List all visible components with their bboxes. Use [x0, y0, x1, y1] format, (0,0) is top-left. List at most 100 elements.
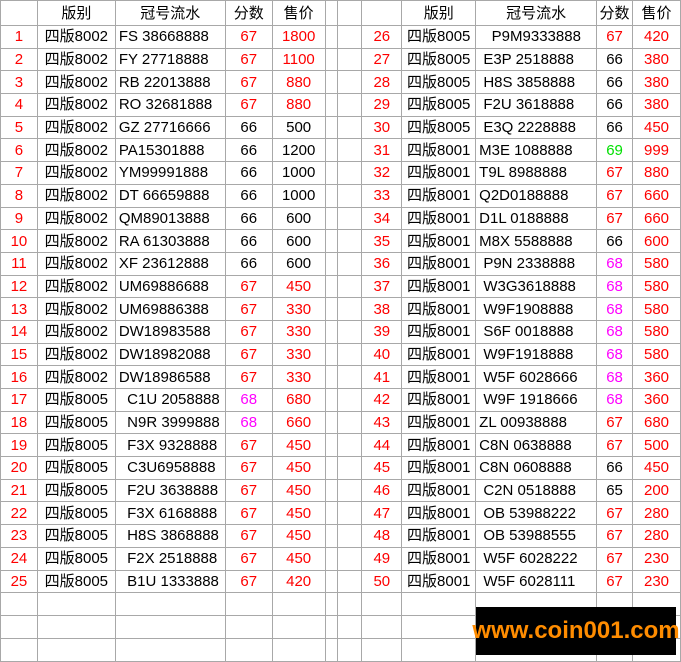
cell-edition[interactable]: 四版8001	[401, 524, 477, 548]
row-number[interactable]: 5	[0, 115, 38, 140]
cell-serial[interactable]: H8S 3858888	[475, 70, 598, 95]
cell-score[interactable]: 67	[596, 161, 634, 185]
spacer-cell[interactable]	[324, 0, 338, 26]
cell-edition[interactable]: 四版8002	[36, 161, 116, 185]
cell-score[interactable]: 68	[596, 251, 634, 276]
spacer-cell[interactable]	[324, 229, 338, 253]
empty-cell[interactable]	[401, 615, 477, 640]
cell-edition[interactable]: 四版8005	[401, 115, 477, 140]
cell-edition[interactable]: 四版8002	[36, 47, 116, 72]
empty-cell[interactable]	[361, 592, 403, 617]
spacer-cell[interactable]	[336, 388, 363, 412]
row-number[interactable]: 40	[361, 342, 403, 367]
cell-serial[interactable]: RO 32681888	[114, 93, 226, 117]
cell-edition[interactable]: 四版8005	[36, 456, 116, 480]
cell-price[interactable]: 1200	[271, 138, 326, 163]
cell-score[interactable]: 67	[596, 546, 634, 571]
cell-serial[interactable]: P9M9333888	[475, 25, 598, 49]
cell-score[interactable]: 67	[596, 501, 634, 526]
spacer-cell[interactable]	[324, 546, 338, 571]
cell-score[interactable]: 67	[596, 410, 634, 435]
cell-serial[interactable]: C1U 2058888	[114, 388, 226, 412]
row-number[interactable]: 49	[361, 546, 403, 571]
cell-price[interactable]: 660	[271, 410, 326, 435]
cell-edition[interactable]: 四版8002	[36, 319, 116, 344]
empty-cell[interactable]	[224, 638, 273, 662]
row-number[interactable]: 8	[0, 183, 38, 208]
spacer-cell[interactable]	[324, 93, 338, 117]
cell-score[interactable]: 66	[596, 70, 634, 95]
cell-score[interactable]: 68	[596, 342, 634, 367]
cell-edition[interactable]: 四版8005	[36, 410, 116, 435]
spacer-cell[interactable]	[336, 410, 363, 435]
cell-serial[interactable]: M8X 5588888	[475, 229, 598, 253]
spacer-cell[interactable]	[336, 546, 363, 571]
cell-serial[interactable]: W9F1908888	[475, 297, 598, 321]
cell-price[interactable]: 500	[632, 433, 681, 458]
cell-serial[interactable]: OB 53988222	[475, 501, 598, 526]
row-number[interactable]: 43	[361, 410, 403, 435]
cell-score[interactable]: 68	[596, 297, 634, 321]
empty-cell[interactable]	[114, 615, 226, 640]
cell-serial[interactable]: XF 23612888	[114, 251, 226, 276]
cell-price[interactable]: 880	[271, 93, 326, 117]
empty-cell[interactable]	[336, 592, 363, 617]
cell-serial[interactable]: C3U6958888	[114, 456, 226, 480]
cell-edition[interactable]: 四版8002	[36, 93, 116, 117]
empty-cell[interactable]	[401, 638, 477, 662]
empty-cell[interactable]	[0, 638, 38, 662]
cell-score[interactable]: 66	[224, 206, 273, 231]
cell-price[interactable]: 680	[632, 410, 681, 435]
cell-serial[interactable]: YM99991888	[114, 161, 226, 185]
spacer-cell[interactable]	[324, 456, 338, 480]
header-price-left[interactable]: 售价	[271, 0, 326, 26]
cell-serial[interactable]: FY 27718888	[114, 47, 226, 72]
cell-edition[interactable]: 四版8002	[36, 342, 116, 367]
spacer-cell[interactable]	[336, 0, 363, 26]
cell-serial[interactable]: W5F 6028222	[475, 546, 598, 571]
cell-edition[interactable]: 四版8001	[401, 501, 477, 526]
cell-serial[interactable]: F2X 2518888	[114, 546, 226, 571]
spacer-cell[interactable]	[336, 569, 363, 594]
cell-price[interactable]: 580	[632, 297, 681, 321]
row-number[interactable]: 6	[0, 138, 38, 163]
row-number[interactable]: 41	[361, 365, 403, 389]
empty-cell[interactable]	[271, 592, 326, 617]
cell-serial[interactable]: C8N 0608888	[475, 456, 598, 480]
cell-price[interactable]: 680	[271, 388, 326, 412]
spacer-cell[interactable]	[324, 70, 338, 95]
cell-price[interactable]: 660	[632, 206, 681, 231]
spacer-cell[interactable]	[324, 297, 338, 321]
cell-price[interactable]: 880	[632, 161, 681, 185]
cell-serial[interactable]: UM69886388	[114, 297, 226, 321]
spacer-cell[interactable]	[336, 524, 363, 548]
cell-price[interactable]: 420	[632, 25, 681, 49]
cell-serial[interactable]: Q2D0188888	[475, 183, 598, 208]
row-number[interactable]: 50	[361, 569, 403, 594]
cell-price[interactable]: 330	[271, 365, 326, 389]
cell-edition[interactable]: 四版8002	[36, 138, 116, 163]
spacer-cell[interactable]	[324, 25, 338, 49]
row-number[interactable]: 7	[0, 161, 38, 185]
cell-serial[interactable]: DW18983588	[114, 319, 226, 344]
cell-edition[interactable]: 四版8001	[401, 251, 477, 276]
cell-price[interactable]: 580	[632, 251, 681, 276]
cell-score[interactable]: 67	[224, 70, 273, 95]
cell-serial[interactable]: F3X 6168888	[114, 501, 226, 526]
spacer-cell[interactable]	[324, 161, 338, 185]
cell-price[interactable]: 330	[271, 342, 326, 367]
cell-serial[interactable]: F2U 3638888	[114, 478, 226, 503]
empty-cell[interactable]	[336, 638, 363, 662]
row-number[interactable]: 15	[0, 342, 38, 367]
cell-score[interactable]: 67	[224, 342, 273, 367]
spacer-cell[interactable]	[336, 456, 363, 480]
cell-serial[interactable]: DT 66659888	[114, 183, 226, 208]
cell-score[interactable]: 67	[224, 274, 273, 299]
cell-edition[interactable]: 四版8005	[36, 569, 116, 594]
cell-price[interactable]: 380	[632, 93, 681, 117]
row-number[interactable]: 42	[361, 388, 403, 412]
cell-price[interactable]: 600	[271, 206, 326, 231]
cell-serial[interactable]: RA 61303888	[114, 229, 226, 253]
cell-edition[interactable]: 四版8005	[36, 433, 116, 458]
cell-serial[interactable]: DW18986588	[114, 365, 226, 389]
